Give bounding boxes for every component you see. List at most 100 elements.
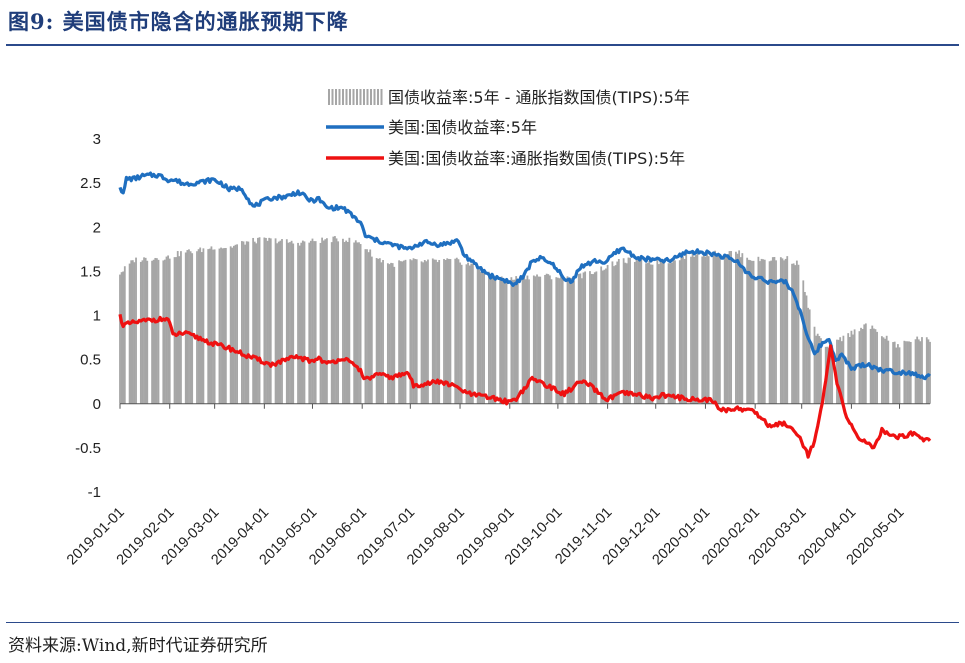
spread-bar [539,276,542,404]
spread-bar [786,256,789,404]
spread-bar [476,268,479,404]
spread-bar [479,271,482,404]
spread-bar [528,279,530,404]
spread-bar [403,260,405,404]
spread-bar [548,275,551,404]
spread-bar [773,256,776,404]
spread-bar [444,259,447,404]
spread-bar [592,274,595,404]
spread-bar [252,237,255,404]
spread-bar [268,237,271,404]
spread-bar [601,270,604,404]
spread-bar [491,277,494,404]
spread-bar [422,262,425,404]
spread-bar [500,276,503,404]
spread-bar [324,239,327,404]
spread-bar [247,241,250,404]
spread-bar [301,240,304,404]
spread-bar [314,241,317,404]
spread-bar [468,265,471,404]
spread-bar [388,264,391,404]
spread-bar [165,256,168,404]
spread-bar [281,239,283,404]
spread-bar [337,241,340,404]
spread-bar [415,259,418,404]
spread-bar [550,279,553,404]
spread-bar [718,254,721,404]
spread-bar [659,261,662,404]
spread-bar [672,258,675,404]
spread-bar [505,280,508,404]
spread-bar [285,239,288,404]
spread-bar [188,249,190,404]
spread-bar [399,261,402,404]
y-tick-label: -1 [88,484,101,501]
spread-bar [335,238,338,404]
spread-bar [375,258,378,404]
spread-bar [696,252,699,404]
spread-bar [265,237,267,404]
y-tick-label: 1.5 [80,263,101,280]
spread-bar [343,242,346,404]
spread-bar [561,278,564,404]
spread-bar [595,271,598,404]
spread-bar [253,241,256,404]
spread-bar [234,244,237,404]
spread-bar [916,336,919,404]
spread-bar [842,335,845,404]
spread-bar [523,274,526,404]
spread-bar [637,256,639,404]
spread-bar [382,260,384,404]
spread-bar [420,261,423,404]
spread-bar [269,238,272,404]
spread-bar [593,272,596,404]
spread-bar [471,263,474,404]
spread-bar [784,258,787,404]
spread-bar [141,260,144,404]
legend-sample-bars [328,89,383,105]
spread-bar [752,260,755,404]
spread-bar [614,265,617,404]
spread-bar [133,262,136,404]
spread-bar [289,242,291,404]
spread-bar [300,242,303,404]
spread-bar [366,249,368,404]
spread-bar [847,333,850,404]
spread-bars [119,236,931,404]
spread-bar [423,260,426,404]
spread-bar [130,260,133,404]
spread-bar [627,257,630,404]
spread-bar [492,275,495,404]
spread-bar [524,279,527,404]
source-note: 资料来源:Wind,新时代证券研究所 [8,636,268,656]
spread-bar [488,271,490,404]
spread-bar [499,280,502,404]
spread-bar [443,258,445,404]
spread-bar [560,274,562,404]
spread-bar [534,276,537,404]
spread-bar [483,271,485,404]
spread-bar [200,252,203,404]
spread-bar [803,292,806,404]
spread-bar [818,336,821,404]
spread-bar [558,278,561,404]
spread-bar [544,274,546,404]
spread-bar [693,256,696,404]
x-tick-labels: 2019-01-012019-02-012019-03-012019-04-01… [64,505,907,569]
spread-bar [319,242,322,404]
spread-bar [459,262,461,404]
spread-bar [797,264,800,404]
spread-bar [590,273,593,404]
spread-bar [919,341,922,404]
spread-bar [669,263,672,404]
spread-bar [467,262,469,404]
spread-bar [377,258,380,404]
spread-bar [367,252,370,404]
spread-bar [739,257,742,404]
spread-bar [779,257,782,404]
spread-bar [257,237,259,404]
spread-bar [143,257,145,404]
spread-bar [625,263,628,404]
spread-bar [707,256,710,404]
chart-area: 3 2.5 2 1.5 1 0.5 0 -0.5 -1 2019-01-012019-02-01… [64,88,932,569]
